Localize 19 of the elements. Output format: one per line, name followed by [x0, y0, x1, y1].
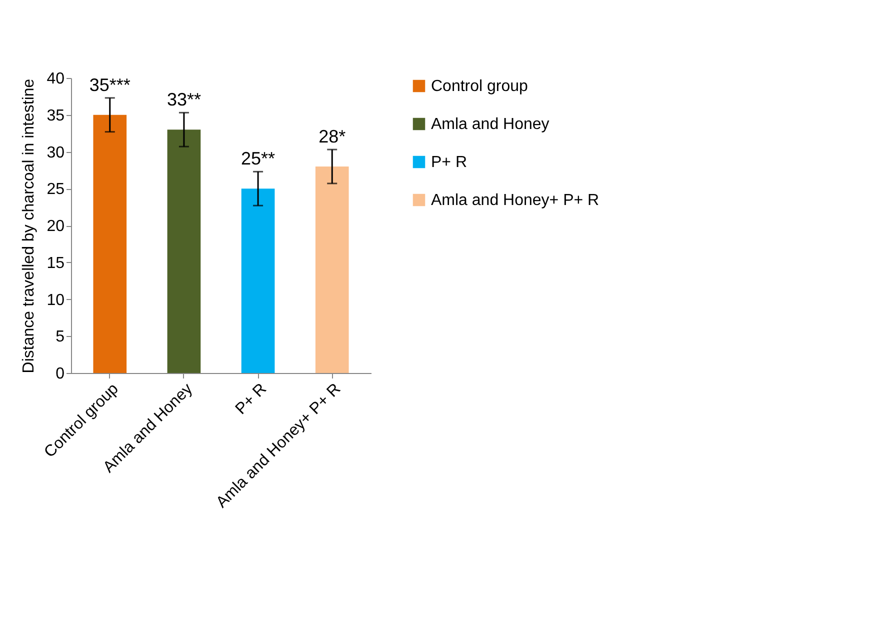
- y-tick-label: 5: [56, 328, 65, 346]
- y-tick-label: 30: [46, 144, 65, 162]
- data-label: 33**: [166, 90, 201, 110]
- y-tick-label: 0: [56, 366, 65, 382]
- y-tick-label: 20: [46, 218, 65, 235]
- legend-label: Amla and Honey: [431, 116, 550, 133]
- y-tick-label: 15: [46, 254, 65, 272]
- y-axis-title: Distance travelled by charcoal in intestine: [20, 78, 38, 374]
- y-tick-label: 25: [46, 181, 65, 198]
- x-tick-label: P+ R: [232, 380, 270, 418]
- data-label: 28*: [318, 126, 346, 147]
- legend-label: Control group: [431, 78, 528, 95]
- y-tick-label: 40: [46, 70, 65, 88]
- legend-label: P+ R: [431, 154, 468, 171]
- y-tick-label: 10: [46, 292, 65, 309]
- data-label: 25**: [241, 148, 276, 169]
- y-tick-label: 35: [46, 107, 65, 124]
- data-label: 35***: [89, 74, 130, 95]
- legend-label: Amla and Honey+ P+ R: [431, 192, 600, 209]
